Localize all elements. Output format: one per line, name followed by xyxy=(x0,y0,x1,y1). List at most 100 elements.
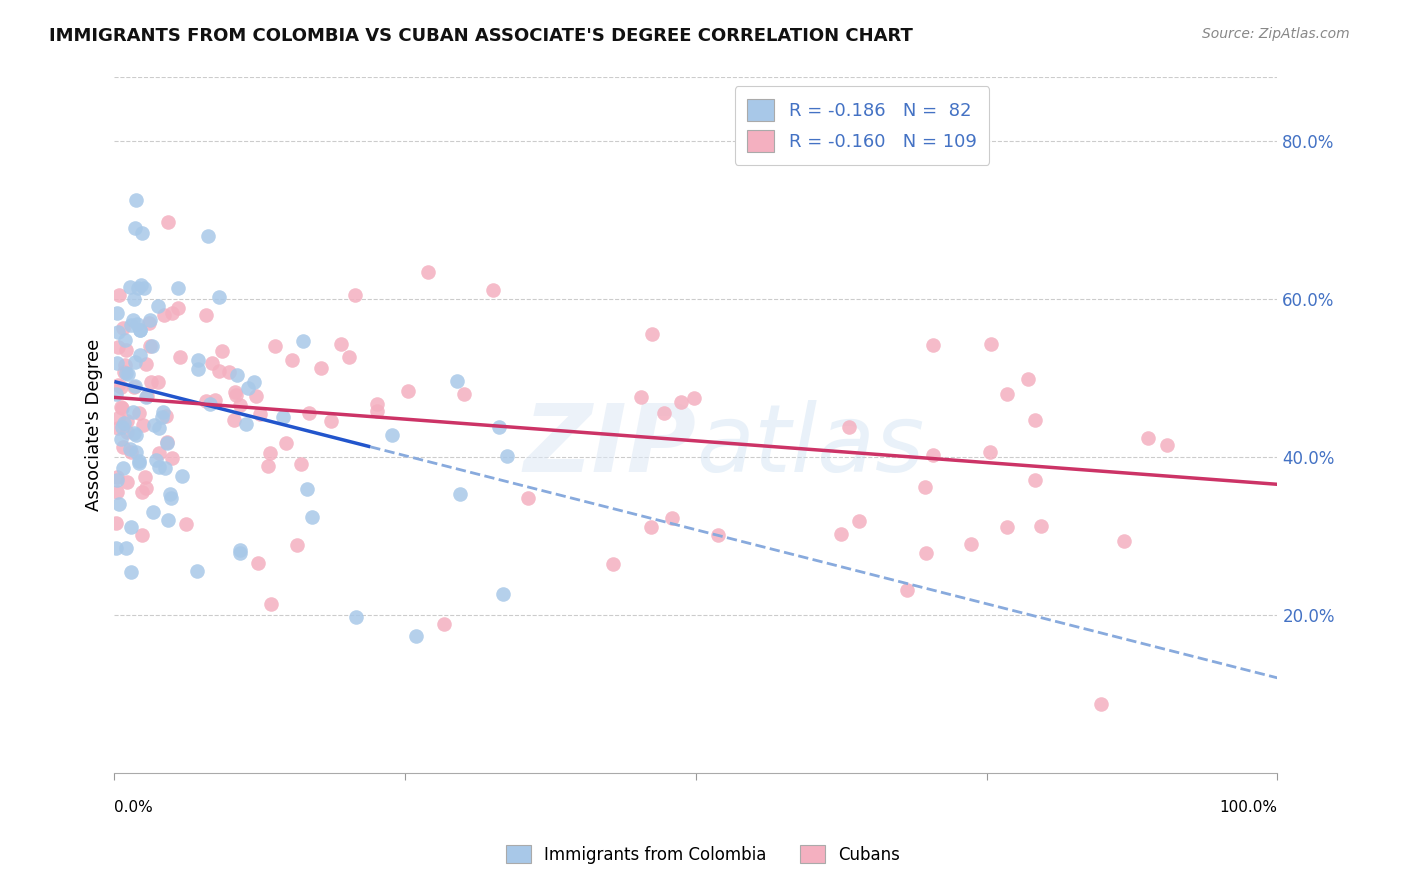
Point xyxy=(135,389,157,403)
Point xyxy=(115,541,138,555)
Point xyxy=(1024,412,1046,426)
Point xyxy=(235,417,257,431)
Point xyxy=(114,333,136,347)
Point xyxy=(337,350,360,364)
Point xyxy=(112,441,135,455)
Point xyxy=(169,350,191,364)
Point xyxy=(138,316,160,330)
Point xyxy=(115,475,138,489)
Point xyxy=(122,292,145,306)
Point xyxy=(167,301,190,316)
Point xyxy=(114,343,136,357)
Point xyxy=(243,375,266,389)
Point xyxy=(208,290,231,304)
Point xyxy=(143,417,166,432)
Point xyxy=(125,444,148,458)
Point xyxy=(915,546,938,560)
Point xyxy=(263,339,285,353)
Point xyxy=(488,419,510,434)
Point xyxy=(104,387,127,401)
Point xyxy=(148,421,170,435)
Point xyxy=(222,413,245,427)
Point xyxy=(921,448,943,462)
Point xyxy=(146,375,169,389)
Point xyxy=(381,428,404,442)
Point xyxy=(186,564,208,578)
Point xyxy=(246,556,269,570)
Point xyxy=(291,334,314,348)
Point xyxy=(120,566,142,580)
Point xyxy=(115,414,138,428)
Point xyxy=(114,359,136,373)
Point xyxy=(110,433,132,447)
Point xyxy=(319,414,342,428)
Point xyxy=(156,436,179,450)
Point xyxy=(156,434,179,449)
Point xyxy=(110,380,132,394)
Point xyxy=(159,487,181,501)
Point xyxy=(229,542,252,557)
Point xyxy=(129,348,152,362)
Text: atlas: atlas xyxy=(696,401,924,491)
Point xyxy=(107,421,129,435)
Point xyxy=(225,368,247,383)
Point xyxy=(120,445,142,459)
Point xyxy=(120,318,142,333)
Point xyxy=(197,229,219,244)
Point xyxy=(125,317,148,331)
Point xyxy=(104,541,127,556)
Point xyxy=(301,510,323,524)
Legend: Immigrants from Colombia, Cubans: Immigrants from Colombia, Cubans xyxy=(499,838,907,871)
Point xyxy=(112,416,135,430)
Point xyxy=(139,339,162,353)
Point xyxy=(105,356,128,370)
Point xyxy=(198,397,221,411)
Point xyxy=(146,299,169,313)
Point xyxy=(482,283,505,297)
Point xyxy=(218,366,240,380)
Point xyxy=(229,398,252,412)
Point xyxy=(153,308,176,322)
Point xyxy=(125,193,148,207)
Point xyxy=(204,393,226,408)
Point xyxy=(224,385,246,400)
Text: 100.0%: 100.0% xyxy=(1219,799,1278,814)
Point xyxy=(661,511,683,525)
Point xyxy=(107,288,129,302)
Point xyxy=(195,308,218,322)
Point xyxy=(201,356,224,370)
Point xyxy=(260,598,283,612)
Point xyxy=(104,516,127,530)
Point xyxy=(156,513,179,527)
Point xyxy=(405,629,427,643)
Point xyxy=(135,358,157,372)
Point xyxy=(707,528,730,542)
Point xyxy=(344,288,367,302)
Point xyxy=(830,526,852,541)
Point xyxy=(287,538,309,552)
Point xyxy=(652,406,675,420)
Point xyxy=(1136,431,1159,445)
Point xyxy=(160,306,183,320)
Point xyxy=(995,387,1018,401)
Point xyxy=(155,461,177,475)
Point xyxy=(124,221,146,235)
Point xyxy=(446,374,468,388)
Point xyxy=(125,427,148,442)
Point xyxy=(682,392,704,406)
Point xyxy=(249,407,271,421)
Point xyxy=(1017,372,1039,386)
Point xyxy=(117,368,139,382)
Text: IMMIGRANTS FROM COLOMBIA VS CUBAN ASSOCIATE'S DEGREE CORRELATION CHART: IMMIGRANTS FROM COLOMBIA VS CUBAN ASSOCI… xyxy=(49,27,912,45)
Point xyxy=(848,514,870,528)
Point xyxy=(602,557,624,571)
Point xyxy=(131,278,153,293)
Point xyxy=(366,397,388,411)
Point xyxy=(416,265,439,279)
Point xyxy=(195,393,218,408)
Point xyxy=(114,366,136,380)
Point xyxy=(111,321,134,335)
Point xyxy=(187,352,209,367)
Point xyxy=(980,336,1002,351)
Point xyxy=(896,582,918,597)
